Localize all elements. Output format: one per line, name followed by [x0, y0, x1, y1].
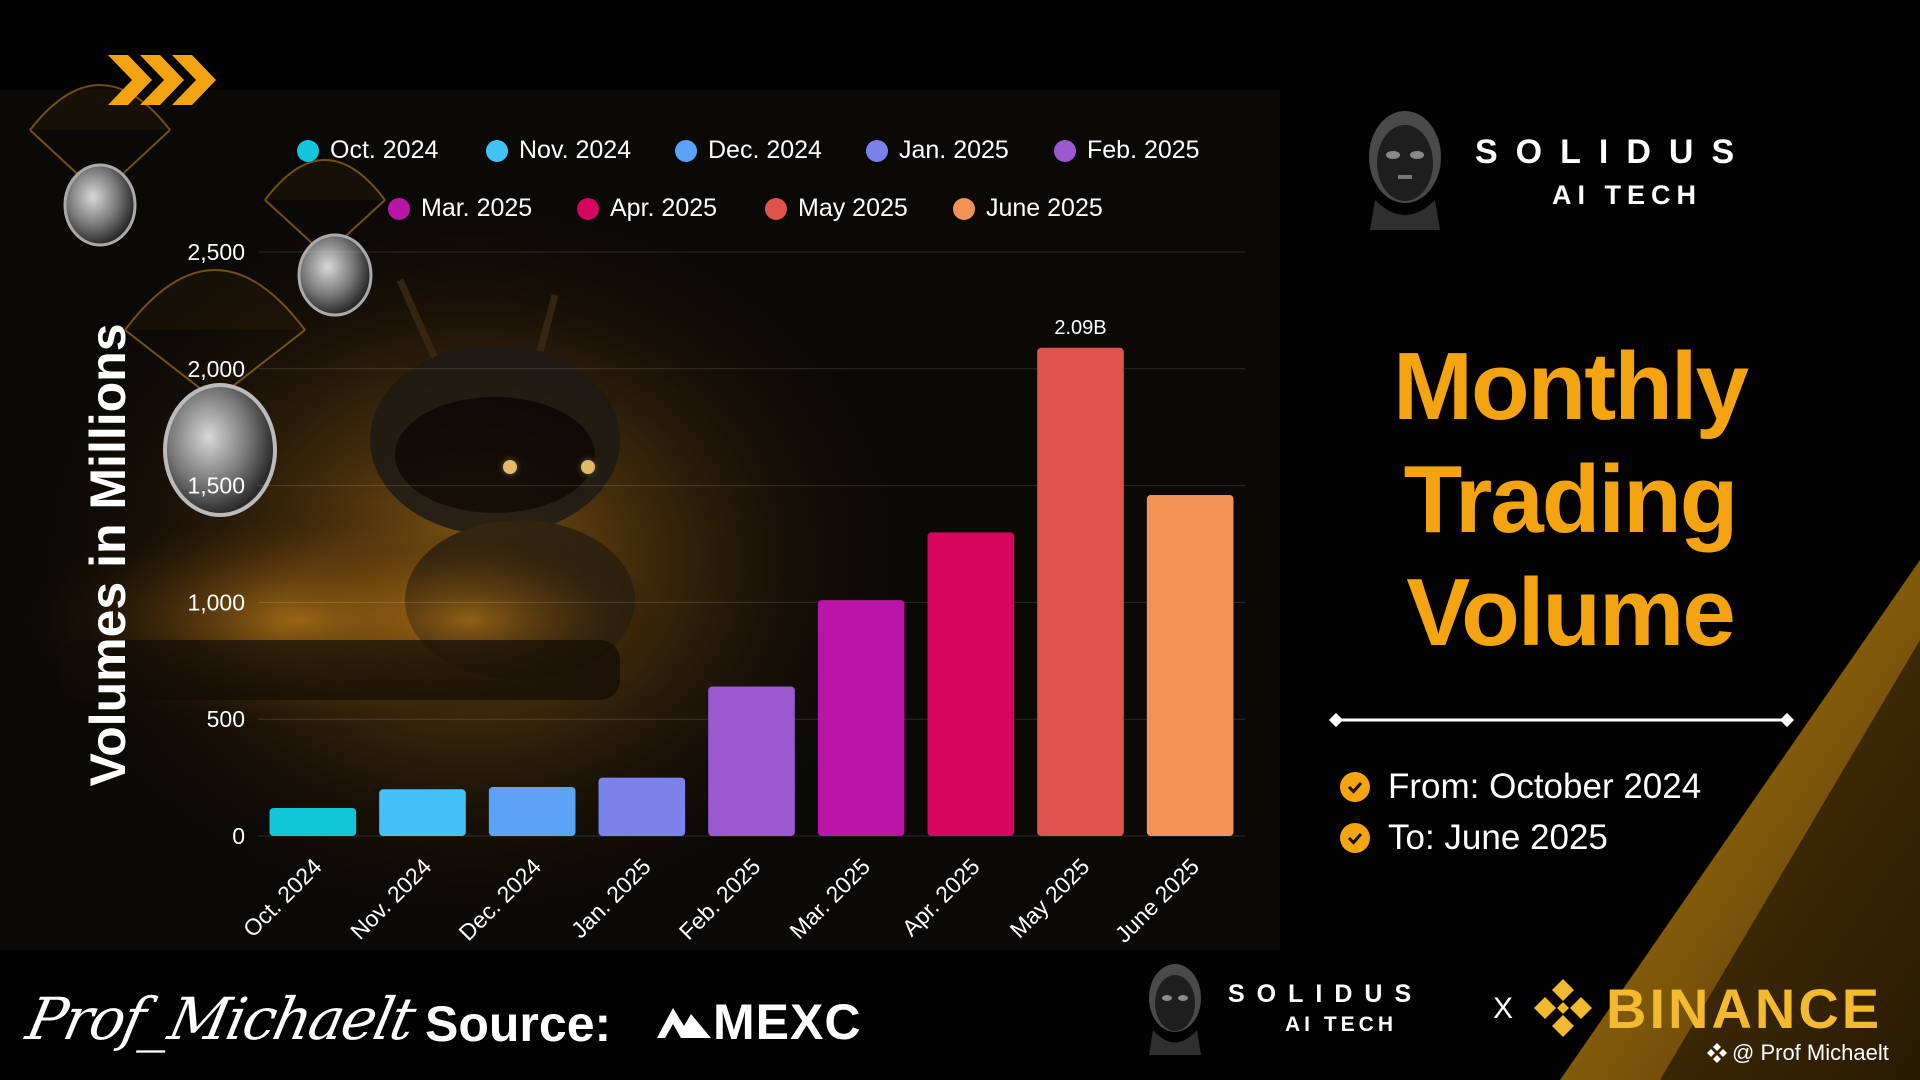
robot-head-logo	[1149, 964, 1201, 1055]
range-from: From: October 2024	[1388, 767, 1702, 806]
check-circle-icon	[1340, 823, 1370, 853]
source-logo: MEXC	[655, 993, 861, 1051]
bar	[708, 686, 795, 836]
x-tick-label: Apr. 2025	[897, 853, 985, 941]
legend-label: Nov. 2024	[519, 136, 632, 164]
legend-swatch	[953, 197, 975, 220]
y-tick-label: 0	[232, 823, 245, 849]
brand-sub: AI TECH	[1552, 180, 1702, 210]
signature: Prof_Michaelt	[20, 985, 420, 1053]
brand-name: SOLIDUS	[1475, 133, 1753, 171]
bar	[488, 786, 576, 836]
mexc-logo-icon	[657, 1008, 711, 1038]
binance-small-icon	[1707, 1043, 1727, 1063]
binance-logo: BINANCE	[1530, 975, 1882, 1041]
credit-text: @ Prof Michaelt	[1732, 1040, 1889, 1065]
legend-item: Mar. 2025	[388, 194, 532, 223]
x-tick-label: Nov. 2024	[345, 853, 436, 944]
brand-logo-top: SOLIDUS AI TECH	[1360, 105, 1820, 235]
title-line-2: Trading	[1403, 446, 1739, 553]
bar	[817, 600, 905, 836]
y-axis-title: Volumes in Millions	[80, 323, 136, 787]
bar	[598, 777, 686, 836]
source-label: Source:	[425, 996, 612, 1052]
check-circle-icon	[1340, 772, 1370, 802]
partner-left-sub: AI TECH	[1285, 1013, 1397, 1036]
legend-swatch	[297, 139, 319, 162]
bar	[927, 532, 1015, 836]
partner-right-name: BINANCE	[1606, 976, 1883, 1040]
x-tick-label: Dec. 2024	[454, 853, 547, 946]
y-tick-label: 1,500	[187, 473, 245, 499]
range-from-row: From: October 2024	[1340, 767, 1701, 807]
chart-legend: Oct. 2024 Nov. 2024 Dec. 2024 Jan. 2025 Feb.…	[0, 0, 1280, 260]
legend-swatch	[577, 197, 599, 220]
range-to-row: To: June 2025	[1340, 818, 1608, 858]
source-name: MEXC	[713, 994, 862, 1050]
partner-left-name: SOLIDUS	[1228, 980, 1424, 1008]
legend-swatch	[675, 139, 697, 162]
title-line-3: Volume	[1406, 559, 1736, 666]
legend-label: May 2025	[798, 194, 908, 222]
legend-swatch	[486, 139, 508, 162]
bar-chart: 0 500 1,000 1,500 2,000 2,500 Oct. 2024 Nov. 20…	[187, 239, 1245, 948]
x-tick-label: June 2025	[1110, 853, 1204, 947]
legend-swatch	[866, 139, 888, 162]
legend-item: Apr. 2025	[577, 194, 717, 223]
legend-item: May 2025	[765, 194, 908, 223]
title-line-1: Monthly	[1393, 333, 1749, 440]
bar	[269, 807, 357, 836]
coin-illustrations	[63, 163, 373, 517]
legend-label: Feb. 2025	[1087, 136, 1200, 164]
bar	[379, 789, 466, 836]
x-tick-label: Feb. 2025	[674, 853, 766, 945]
robot-head-logo	[1369, 111, 1441, 230]
x-tick-label: May 2025	[1005, 853, 1095, 943]
legend-item: June 2025	[953, 194, 1103, 223]
range-to: To: June 2025	[1388, 818, 1608, 857]
legend-label: Oct. 2024	[330, 136, 439, 164]
y-tick-label: 2,000	[187, 356, 245, 382]
bar	[1146, 494, 1234, 836]
x-tick-label: Oct. 2024	[238, 853, 327, 942]
legend-item: Feb. 2025	[1054, 136, 1200, 165]
legend-item: Dec. 2024	[675, 136, 822, 165]
parachute-illustrations	[29, 84, 386, 401]
page-title: Monthly Trading Volume	[1320, 330, 1820, 669]
x-tick-label: Mar. 2025	[784, 853, 875, 944]
partner-separator: X	[1493, 992, 1514, 1025]
legend-swatch	[765, 197, 787, 220]
y-tick-label: 2,500	[187, 239, 245, 265]
legend-swatch	[1054, 139, 1076, 162]
legend-label: Mar. 2025	[421, 194, 533, 222]
x-tick-label: Jan. 2025	[566, 853, 656, 943]
legend-label: Jan. 2025	[899, 136, 1009, 164]
y-tick-label: 1,000	[187, 589, 245, 615]
chevrons-icon	[108, 55, 216, 105]
data-label: 2.09B	[1054, 317, 1106, 339]
legend-label: June 2025	[986, 194, 1103, 222]
legend-item: Jan. 2025	[866, 136, 1009, 165]
legend-swatch	[388, 197, 410, 220]
y-tick-label: 500	[207, 706, 245, 732]
legend-item: Oct. 2024	[297, 136, 438, 165]
legend-label: Dec. 2024	[708, 136, 822, 164]
bar	[1037, 347, 1124, 836]
credit: @ Prof Michaelt	[1706, 1040, 1889, 1066]
binance-logo-icon	[1534, 979, 1592, 1037]
legend-label: Apr. 2025	[610, 194, 718, 222]
robot-illustration	[60, 278, 660, 710]
legend-item: Nov. 2024	[486, 136, 631, 165]
